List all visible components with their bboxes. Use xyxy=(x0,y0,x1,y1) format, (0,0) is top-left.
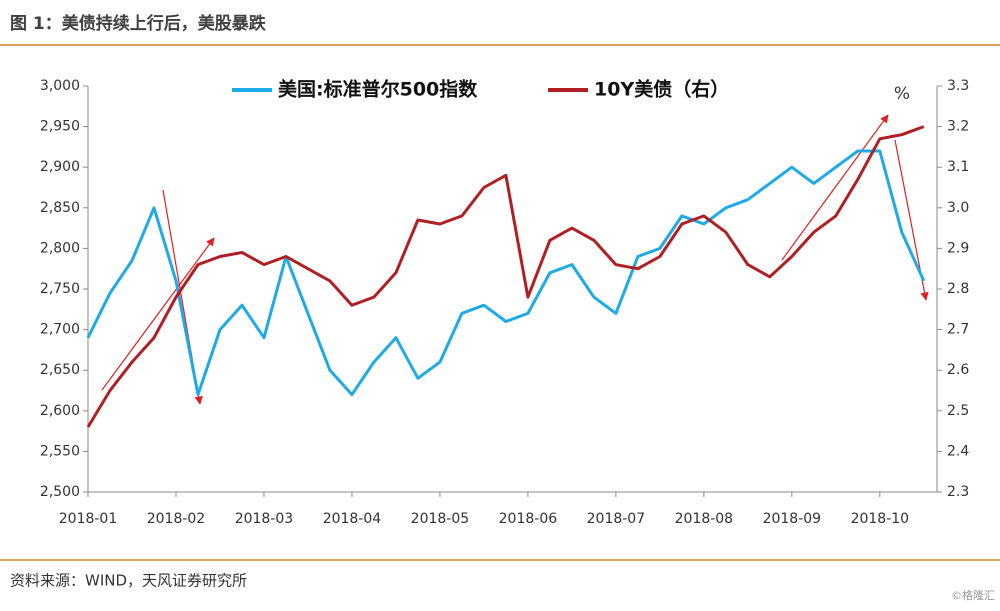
y-tick-label: 2,550 xyxy=(40,443,80,459)
y-tick-label: 3,000 xyxy=(40,78,80,94)
legend-label: 10Y美债（右） xyxy=(594,78,729,101)
x-tick-label: 2018-01 xyxy=(59,511,118,527)
y2-tick-label: 3.0 xyxy=(947,200,969,216)
y2-tick-label: 2.4 xyxy=(947,443,969,459)
x-tick-label: 2018-02 xyxy=(147,511,206,527)
x-tick-label: 2018-07 xyxy=(587,511,646,527)
y-tick-label: 2,850 xyxy=(40,200,80,216)
annotation-arrows xyxy=(101,114,929,405)
y-tick-label: 2,700 xyxy=(40,322,80,338)
x-tick-label: 2018-09 xyxy=(763,511,822,527)
y-tick-label: 2,900 xyxy=(40,159,80,175)
y2-tick-label: 3.3 xyxy=(947,78,969,94)
y2-tick-label: 2.7 xyxy=(947,322,969,338)
y-tick-label: 2,650 xyxy=(40,362,80,378)
source: 资料来源：WIND，天风证券研究所 xyxy=(10,572,247,590)
series-line xyxy=(86,125,925,428)
y2-tick-label: 3.1 xyxy=(947,159,969,175)
y2-tick-label: 2.8 xyxy=(947,281,969,297)
x-tick-label: 2018-08 xyxy=(675,511,734,527)
y-tick-label: 2,950 xyxy=(40,119,80,135)
y2-tick-label: 2.6 xyxy=(947,362,969,378)
y2-axis-label: % xyxy=(894,84,910,104)
x-tick-label: 2018-04 xyxy=(323,511,382,527)
y-tick-label: 2,500 xyxy=(40,484,80,500)
y-tick-label: 2,600 xyxy=(40,403,80,419)
series-line xyxy=(86,149,926,397)
legend-label: 美国:标准普尔500指数 xyxy=(278,78,478,101)
x-tick-label: 2018-10 xyxy=(851,511,910,527)
x-tick-label: 2018-03 xyxy=(235,511,294,527)
y2-tick-label: 2.3 xyxy=(947,484,969,500)
y2-tick-label: 2.5 xyxy=(947,403,969,419)
x-tick-label: 2018-05 xyxy=(411,511,470,527)
chart-title: 图 1：美债持续上行后，美股暴跌 xyxy=(10,13,267,34)
x-tick-label: 2018-06 xyxy=(499,511,558,527)
watermark: ©格隆汇 xyxy=(951,588,995,602)
y2-tick-label: 2.9 xyxy=(947,240,969,256)
y-tick-label: 2,750 xyxy=(40,281,80,297)
y-tick-label: 2,800 xyxy=(40,240,80,256)
y2-tick-label: 3.2 xyxy=(947,119,969,135)
